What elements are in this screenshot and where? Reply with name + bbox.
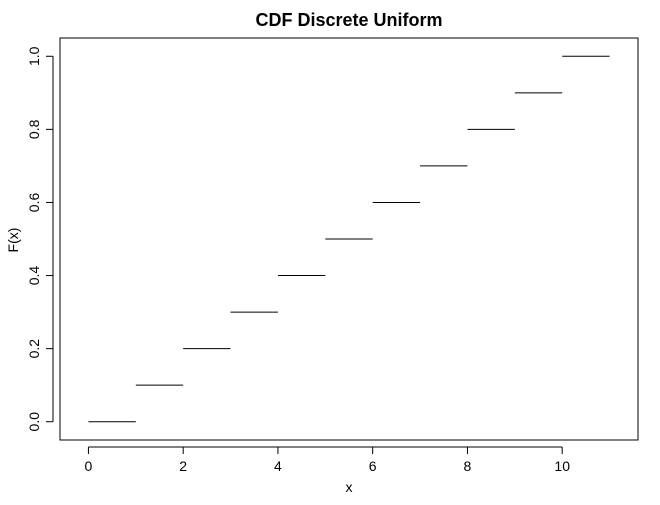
y-tick-label: 0.0 xyxy=(26,412,42,432)
y-tick-label: 0.2 xyxy=(26,339,42,359)
y-axis: 0.0 0.2 0.4 0.6 0.8 1.0 xyxy=(26,46,54,432)
x-tick-label: 2 xyxy=(179,458,187,474)
y-tick-label: 0.8 xyxy=(26,119,42,139)
y-tick-label: 0.6 xyxy=(26,193,42,213)
y-tick-label: 0.4 xyxy=(26,266,42,286)
plot-frame xyxy=(59,37,639,441)
x-tick-label: 6 xyxy=(369,458,377,474)
x-axis: 0 2 4 6 8 10 xyxy=(85,446,570,474)
x-axis-label: x xyxy=(346,479,353,495)
x-tick-label: 8 xyxy=(464,458,472,474)
x-tick-label: 0 xyxy=(85,458,93,474)
x-tick-label: 4 xyxy=(274,458,282,474)
cdf-series xyxy=(88,55,610,423)
y-axis-label: F(x) xyxy=(5,228,21,253)
y-tick-label: 1.0 xyxy=(26,46,42,66)
chart-title: CDF Discrete Uniform xyxy=(255,10,442,30)
x-tick-label: 10 xyxy=(554,458,570,474)
